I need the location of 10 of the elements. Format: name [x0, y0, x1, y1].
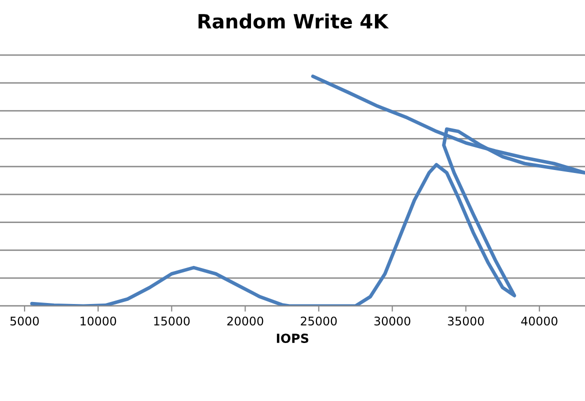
x-tick-label: 15000: [154, 316, 190, 326]
x-tick-label: 5000: [10, 316, 39, 326]
x-axis-title: IOPS: [276, 334, 308, 344]
x-tick-label: 25000: [300, 316, 337, 326]
chart-title: Random Write 4K: [198, 14, 389, 29]
x-tick-label: 10000: [80, 316, 116, 326]
x-tick-label: 40000: [521, 316, 558, 326]
x-tick-label: 35000: [448, 316, 484, 326]
x-tick-label: 30000: [374, 316, 410, 326]
x-tick-label: 20000: [227, 316, 264, 326]
